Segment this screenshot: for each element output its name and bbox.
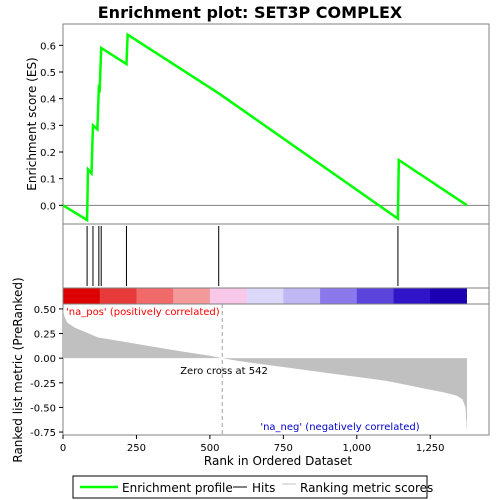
legend-frame — [72, 475, 428, 499]
x-axis-label: Rank in Ordered Dataset — [204, 454, 352, 468]
heatmap-block — [246, 288, 284, 304]
pos-label: 'na_pos' (positively correlated) — [66, 307, 220, 318]
chart-title: Enrichment plot: SET3P COMPLEX — [98, 3, 403, 22]
legend-label-ranking-metric: Ranking metric scores — [300, 481, 433, 495]
x-axis: 0 250 500 750 1,000 1,250 — [60, 435, 445, 454]
metric-y-tick-label: -0.50 — [30, 403, 56, 414]
metric-y-tick-label: 0.25 — [34, 330, 56, 341]
es-y-tick-label: 0.6 — [40, 41, 56, 52]
heatmap-blocks — [63, 288, 489, 304]
es-y-axis: 0.0 0.1 0.2 0.3 0.4 0.5 0.6 — [40, 41, 63, 212]
heatmap-empty — [466, 288, 489, 304]
heatmap-block — [430, 288, 468, 304]
es-y-tick-label: 0.2 — [40, 148, 56, 159]
metric-y-axis-label: Ranked list metric (PreRanked) — [11, 277, 25, 462]
es-y-tick-label: 0.4 — [40, 95, 56, 106]
hit-lines — [86, 226, 399, 286]
legend-label-enrichment-profile: Enrichment profile — [122, 481, 233, 495]
es-panel: 0.0 0.1 0.2 0.3 0.4 0.5 0.6 Enrichment score (… — [25, 23, 490, 225]
legend: Enrichment profile Hits Ranking metric s… — [72, 475, 433, 499]
rank-heatmap — [62, 287, 490, 305]
es-y-tick-label: 0.5 — [40, 68, 56, 79]
x-tick-label: 1,000 — [342, 443, 371, 454]
es-y-axis-label: Enrichment score (ES) — [25, 57, 39, 190]
metric-panel: 0.50 0.25 0.00 -0.25 -0.50 -0.75 0 250 500 750 1,… — [11, 277, 490, 468]
heatmap-block — [209, 288, 248, 304]
metric-y-axis: 0.50 0.25 0.00 -0.25 -0.50 -0.75 — [30, 305, 63, 439]
zero-cross-label: Zero cross at 542 — [180, 366, 268, 377]
x-tick-label: 1,250 — [416, 443, 445, 454]
x-tick-label: 250 — [127, 443, 146, 454]
heatmap-block — [99, 288, 137, 304]
enrichment-profile-line — [62, 32, 468, 223]
x-tick-label: 0 — [60, 443, 66, 454]
heatmap-block — [173, 288, 211, 304]
metric-panel-frame — [62, 303, 490, 436]
hits-panel — [62, 223, 490, 289]
heatmap-block — [320, 288, 358, 304]
metric-y-tick-label: -0.25 — [30, 379, 56, 390]
metric-y-tick-label: -0.75 — [30, 428, 56, 439]
heatmap-block — [136, 288, 174, 304]
heatmap-block — [283, 288, 321, 304]
es-y-tick-label: 0.3 — [40, 121, 56, 132]
metric-y-tick-label: 0.00 — [34, 354, 56, 365]
heatmap-block — [393, 288, 431, 304]
x-tick-label: 750 — [274, 443, 293, 454]
heatmap-block — [356, 288, 395, 304]
es-y-tick-label: 0.0 — [40, 201, 56, 212]
heatmap-block — [63, 288, 101, 304]
neg-label: 'na_neg' (negatively correlated) — [260, 422, 419, 433]
x-tick-label: 500 — [200, 443, 219, 454]
legend-label-hits: Hits — [252, 481, 275, 495]
metric-y-tick-label: 0.50 — [34, 305, 56, 316]
es-y-tick-label: 0.1 — [40, 175, 56, 186]
ranking-metric-area — [63, 308, 467, 433]
